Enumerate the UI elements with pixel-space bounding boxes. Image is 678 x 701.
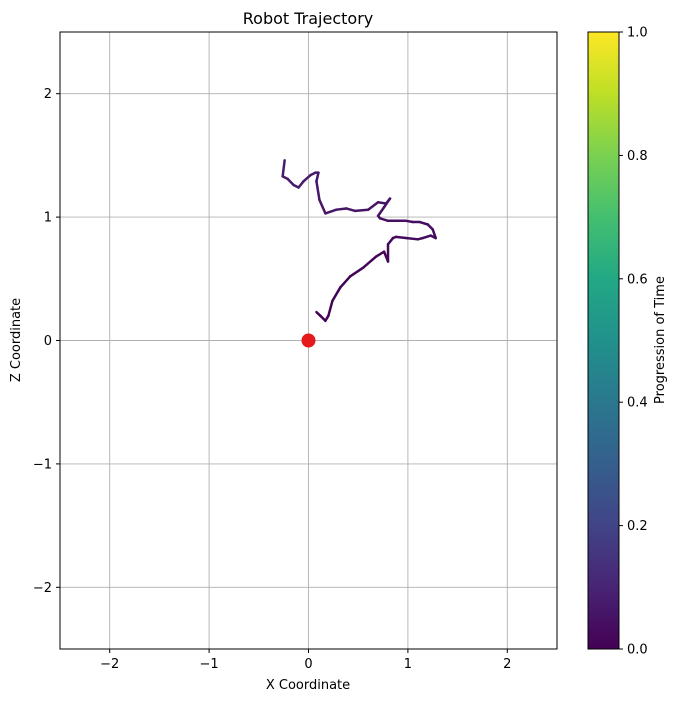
- trajectory-segment: [281, 159, 286, 178]
- colorbar-tick-label: 0.2: [627, 519, 648, 534]
- trajectory-segment: [302, 173, 312, 183]
- y-tick-label: −2: [33, 581, 52, 596]
- trajectory-path: [281, 159, 437, 323]
- y-tick-label: 1: [44, 211, 52, 226]
- trajectory-segment: [431, 228, 437, 240]
- trajectory-segment: [374, 250, 386, 258]
- y-axis-label: Z Coordinate: [9, 298, 24, 382]
- x-tick-label: −1: [200, 657, 219, 672]
- colorbar-tick-label: 0.0: [627, 643, 648, 658]
- trajectory-segment: [418, 220, 430, 226]
- trajectory-segment: [315, 171, 320, 183]
- colorbar-label: Progression of Time: [653, 276, 668, 404]
- trajectory-segment: [361, 255, 378, 269]
- x-tick-label: 2: [503, 657, 511, 672]
- y-tick-label: −1: [33, 457, 52, 472]
- trajectory-segment: [286, 177, 295, 187]
- trajectory-segment: [366, 201, 380, 211]
- y-tick-label: 0: [44, 334, 52, 349]
- colorbar-tick-label: 0.8: [627, 149, 648, 164]
- colorbar-tick-label: 0.4: [627, 396, 648, 411]
- trajectory-segment: [327, 299, 334, 318]
- trajectory-segment: [318, 198, 327, 215]
- x-tick-label: −2: [100, 657, 119, 672]
- grid-lines: [60, 32, 557, 649]
- colorbar-ticks: 0.0 0.2 0.4 0.6 0.8 1.0: [619, 26, 648, 658]
- trajectory-segment: [339, 275, 352, 289]
- origin-marker: [301, 333, 316, 348]
- y-tick-label: 2: [44, 87, 52, 102]
- trajectory-segment: [378, 217, 390, 223]
- trajectory-segment: [335, 207, 348, 211]
- trajectory-segment: [405, 236, 420, 241]
- y-ticks: −2 −1 0 1 2: [33, 87, 60, 596]
- trajectory-segment: [376, 201, 388, 205]
- trajectory-segment: [394, 235, 409, 240]
- trajectory-segment: [297, 180, 305, 189]
- trajectory-segment: [331, 286, 342, 303]
- colorbar: [587, 31, 620, 650]
- chart-title: Robot Trajectory: [243, 9, 374, 28]
- trajectory-segment: [376, 205, 386, 218]
- trajectory-segment: [421, 234, 433, 240]
- x-axis-label: X Coordinate: [266, 678, 350, 693]
- colorbar-tick-label: 1.0: [627, 26, 648, 41]
- colorbar-tick-label: 0.6: [627, 272, 648, 287]
- x-ticks: −2 −1 0 1 2: [100, 649, 511, 672]
- trajectory-segment: [324, 208, 338, 215]
- x-tick-label: 0: [304, 657, 312, 672]
- start-marker-group: [301, 333, 316, 348]
- trajectory-segment: [345, 207, 357, 213]
- trajectory-segment: [315, 180, 321, 202]
- trajectory-segment: [386, 236, 395, 246]
- trajectory-segment: [353, 208, 370, 213]
- x-tick-label: 1: [404, 657, 412, 672]
- trajectory-segment: [348, 266, 365, 278]
